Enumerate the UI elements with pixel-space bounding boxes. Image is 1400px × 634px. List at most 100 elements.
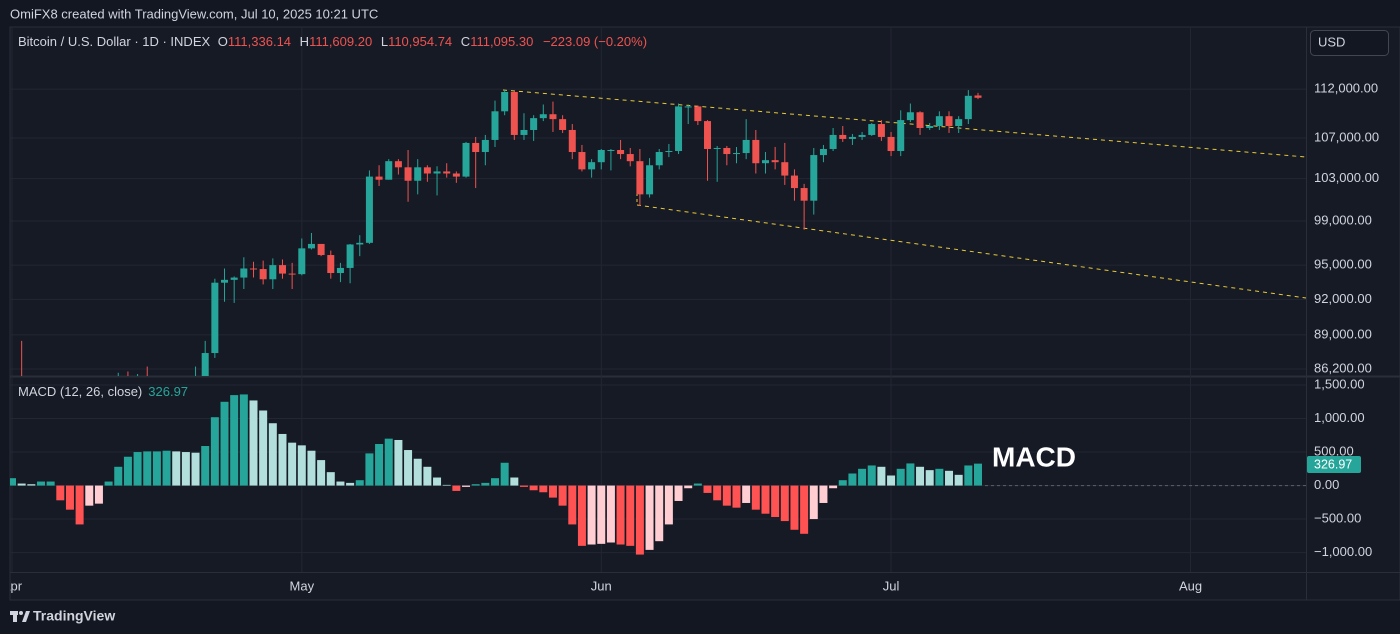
- candle-body: [887, 136, 895, 152]
- histogram-bar: [365, 453, 374, 486]
- histogram-bar: [452, 485, 461, 491]
- histogram-bar: [491, 478, 499, 486]
- histogram-bar: [848, 473, 857, 486]
- histogram-bar: [867, 465, 876, 486]
- candle-body: [568, 129, 576, 153]
- y2-tick-label: −1,000.00: [1314, 544, 1372, 559]
- trend-line-lower: [636, 204, 1306, 299]
- histogram-bar: [27, 484, 36, 486]
- candle-body: [810, 155, 818, 201]
- brand: TradingView: [33, 608, 115, 624]
- histogram-bar: [577, 485, 586, 546]
- x-tick-label: Jul: [883, 578, 900, 593]
- ohlc-label: O: [217, 34, 228, 49]
- candle-body: [964, 95, 972, 120]
- candle-body: [752, 139, 760, 164]
- candle-body: [684, 106, 692, 108]
- histogram-bar: [790, 485, 799, 530]
- candle-body: [665, 151, 673, 153]
- histogram-bar: [780, 485, 789, 522]
- histogram-bar: [954, 474, 963, 486]
- histogram-bar: [114, 466, 123, 486]
- y-tick-label: 99,000.00: [1314, 212, 1372, 227]
- histogram-bar: [220, 401, 229, 486]
- candle-body: [365, 176, 373, 243]
- histogram-bar: [268, 423, 277, 486]
- candle-body: [520, 129, 528, 135]
- x-tick-label: Apr: [2, 578, 23, 593]
- histogram-bar: [587, 485, 596, 545]
- histogram-bar: [606, 485, 615, 543]
- y2-tick-label: 0.00: [1314, 477, 1339, 492]
- histogram-bar: [65, 485, 74, 510]
- histogram-bar: [56, 485, 65, 501]
- y-tick-label: 95,000.00: [1314, 257, 1372, 272]
- histogram-bar: [172, 451, 181, 486]
- histogram-bar: [771, 485, 780, 518]
- histogram-bar: [181, 452, 190, 486]
- candle-body: [346, 244, 354, 268]
- price-axis: 112,000.00 107,000.00 103,000.00 99,000.00 9…: [1314, 81, 1379, 559]
- histogram-bar: [568, 485, 577, 525]
- candle-body: [278, 265, 286, 274]
- last-value-tag: [1307, 456, 1361, 473]
- last-value-tag-label: 326.97: [1314, 457, 1352, 471]
- ohlc-label: H: [299, 34, 310, 49]
- y2-tick-label: −500.00: [1314, 510, 1361, 525]
- histogram-bar: [75, 485, 84, 525]
- candle-body: [317, 243, 325, 256]
- candle-body: [336, 267, 344, 274]
- candle-body: [839, 134, 847, 139]
- y-tick-label: 92,000.00: [1314, 291, 1372, 306]
- currency-label[interactable]: USD: [1318, 34, 1345, 49]
- histogram-bar: [906, 463, 915, 486]
- candle-body: [385, 161, 393, 180]
- y-tick-label: 89,000.00: [1314, 326, 1372, 341]
- histogram-bar: [645, 485, 654, 550]
- candle-body: [713, 147, 721, 149]
- price-legend: Bitcoin / U.S. Dollar · 1D · INDEX O111,…: [18, 34, 647, 49]
- histogram-bar: [838, 480, 847, 486]
- y-tick-label: 112,000.00: [1314, 81, 1378, 96]
- y2-tick-label: 1,500.00: [1314, 376, 1365, 391]
- histogram-bar: [500, 462, 509, 486]
- candle-body: [906, 112, 914, 121]
- macd-last-value: 326.97: [148, 384, 189, 399]
- histogram-bar: [191, 452, 200, 486]
- histogram-bar: [800, 485, 809, 534]
- histogram-bar: [46, 481, 55, 486]
- candle-body: [288, 273, 296, 275]
- change: −223.09 (−0.20%): [542, 34, 648, 49]
- candle-body: [443, 171, 451, 174]
- histogram-bar: [761, 485, 770, 514]
- y2-tick-label: 1,000.00: [1314, 410, 1365, 425]
- candle-body: [626, 154, 634, 162]
- histogram-bar: [201, 446, 210, 486]
- histogram-bar: [307, 450, 316, 486]
- histogram-bar: [230, 395, 239, 486]
- histogram-bar: [413, 458, 422, 486]
- histogram-bar: [548, 485, 557, 498]
- histogram-bar: [742, 485, 751, 503]
- ohlc-value: 111,095.30: [470, 34, 534, 49]
- histogram-bar: [133, 452, 142, 486]
- histogram-bar: [423, 466, 432, 486]
- ohlc-label: C: [460, 34, 471, 49]
- candle-body: [356, 242, 364, 245]
- candle-body: [307, 243, 315, 249]
- annotation: MACD: [992, 441, 1076, 472]
- histogram-bar: [36, 481, 45, 486]
- histogram-bar: [964, 465, 973, 486]
- histogram-bar: [336, 481, 345, 486]
- candle-body: [781, 162, 789, 176]
- ohlc-value: 110,954.74: [388, 34, 453, 49]
- candle-body: [230, 277, 238, 280]
- candle-body: [733, 153, 740, 155]
- histogram-bar: [732, 485, 741, 508]
- histogram-bar: [239, 394, 248, 486]
- histogram-bar: [887, 475, 896, 486]
- histogram-bar: [510, 477, 519, 486]
- histogram-bar: [935, 468, 944, 486]
- currency-button[interactable]: [1310, 30, 1389, 56]
- histogram-bar: [722, 485, 731, 506]
